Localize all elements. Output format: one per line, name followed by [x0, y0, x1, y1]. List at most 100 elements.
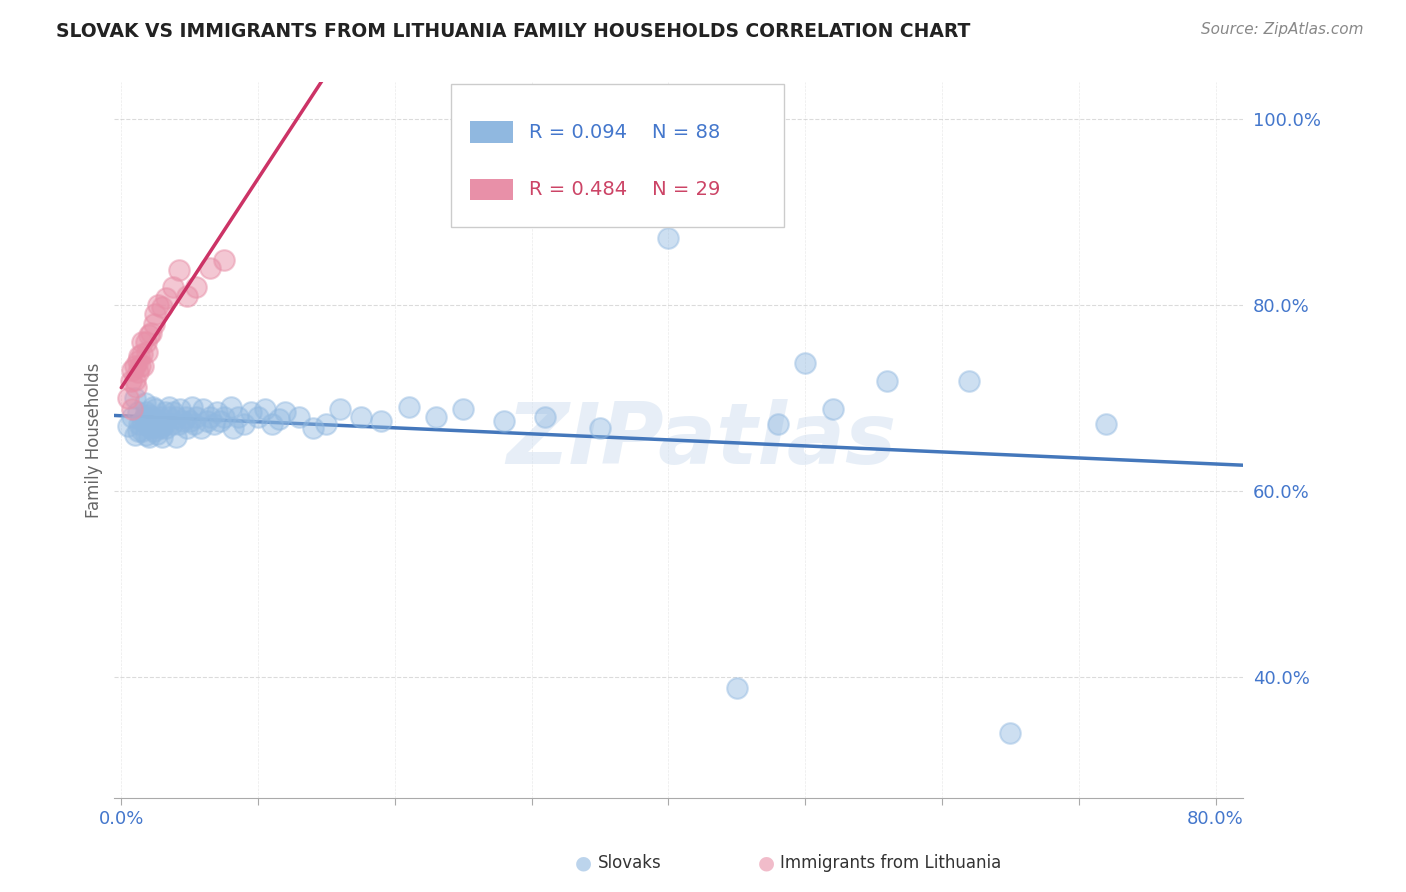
Point — [315, 417, 337, 432]
Point — [148, 409, 170, 424]
Point — [155, 291, 177, 305]
Point — [876, 375, 898, 389]
Point — [821, 402, 844, 417]
Point — [124, 373, 146, 387]
Point — [260, 417, 283, 432]
Point — [138, 327, 160, 342]
Point — [179, 414, 201, 428]
Point — [157, 409, 180, 424]
Point — [165, 430, 187, 444]
Point — [127, 424, 149, 438]
Point — [301, 421, 323, 435]
Point — [247, 409, 270, 424]
Point — [127, 405, 149, 419]
Point — [1000, 726, 1022, 740]
Point — [208, 414, 231, 428]
Point — [134, 409, 156, 424]
Point — [142, 417, 165, 432]
Point — [135, 417, 157, 432]
Point — [370, 414, 392, 428]
Point — [124, 391, 146, 405]
Point — [142, 401, 165, 415]
Point — [148, 421, 170, 435]
Point — [148, 414, 170, 428]
Point — [589, 421, 612, 435]
Point — [135, 405, 157, 419]
Point — [162, 279, 184, 293]
Bar — [470, 178, 513, 200]
Point — [725, 681, 748, 696]
Point — [145, 411, 167, 425]
Text: ●: ● — [575, 854, 592, 872]
Point — [172, 414, 194, 428]
Point — [176, 421, 198, 435]
Point — [233, 417, 256, 432]
Text: ZIPatlas: ZIPatlas — [506, 399, 897, 482]
Point — [350, 409, 373, 424]
Point — [124, 428, 146, 442]
Point — [957, 375, 980, 389]
Point — [143, 424, 166, 438]
Point — [157, 401, 180, 415]
Point — [398, 401, 420, 415]
Point — [153, 417, 176, 432]
Point — [183, 417, 205, 432]
Point — [167, 417, 190, 432]
Y-axis label: Family Households: Family Households — [86, 362, 103, 517]
Point — [494, 414, 516, 428]
Point — [162, 405, 184, 419]
Point — [131, 414, 153, 428]
Point — [150, 419, 173, 434]
Point — [121, 363, 143, 377]
Point — [148, 298, 170, 312]
Point — [169, 402, 191, 417]
Point — [145, 308, 167, 322]
Point — [288, 409, 311, 424]
Point — [131, 335, 153, 350]
Point — [141, 421, 163, 435]
Point — [226, 409, 249, 424]
Text: R = 0.094    N = 88: R = 0.094 N = 88 — [529, 122, 720, 142]
Point — [205, 405, 228, 419]
Point — [193, 402, 215, 417]
Point — [141, 326, 163, 340]
Point — [212, 253, 235, 268]
Point — [160, 417, 183, 432]
Point — [128, 349, 150, 363]
Point — [425, 409, 447, 424]
Point — [117, 419, 139, 434]
Point — [274, 405, 297, 419]
Point — [150, 300, 173, 314]
Point — [253, 402, 276, 417]
Point — [451, 402, 474, 417]
Point — [1095, 417, 1118, 432]
Point — [141, 409, 163, 424]
Point — [120, 375, 142, 389]
Point — [198, 260, 221, 275]
Point — [129, 359, 152, 373]
Point — [136, 344, 159, 359]
Point — [117, 391, 139, 405]
Point — [155, 421, 177, 435]
Point — [181, 401, 204, 415]
Point — [135, 335, 157, 350]
Point — [127, 354, 149, 368]
Point — [165, 409, 187, 424]
Point — [329, 402, 352, 417]
Point — [766, 417, 789, 432]
Point — [143, 317, 166, 331]
Point — [657, 231, 679, 245]
Point — [197, 414, 219, 428]
Point — [145, 402, 167, 417]
Point — [127, 365, 149, 379]
Text: Immigrants from Lithuania: Immigrants from Lithuania — [780, 855, 1001, 872]
Point — [212, 409, 235, 424]
Point — [202, 417, 225, 432]
Text: Source: ZipAtlas.com: Source: ZipAtlas.com — [1201, 22, 1364, 37]
Point — [121, 409, 143, 424]
Point — [138, 408, 160, 422]
Bar — [470, 121, 513, 143]
Point — [222, 421, 245, 435]
Text: Slovaks: Slovaks — [598, 855, 661, 872]
Point — [138, 430, 160, 444]
